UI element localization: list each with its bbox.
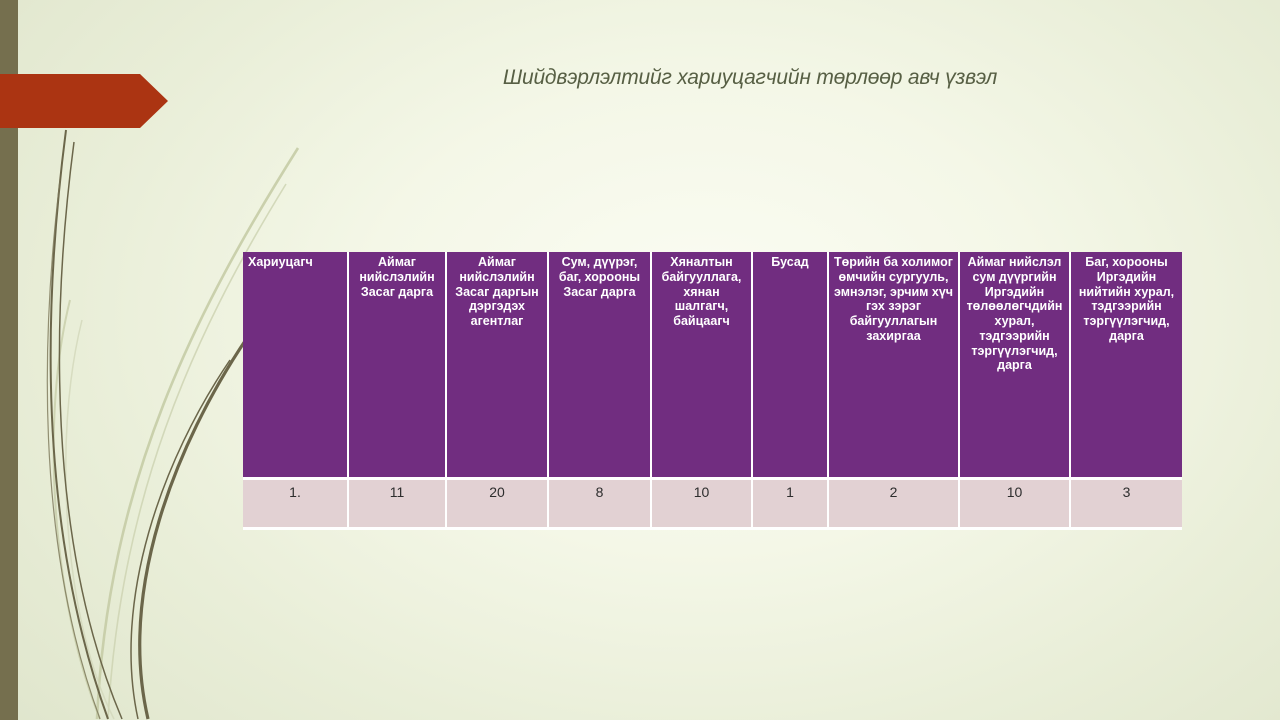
- table-cell: 11: [349, 480, 445, 527]
- table-header-cell: Хариуцагч: [243, 252, 347, 477]
- table-cell: 10: [652, 480, 751, 527]
- table-header-cell: Хяналтын байгууллага, хянан шалгагч, бай…: [652, 252, 751, 477]
- olive-sidebar-bar: [0, 0, 18, 720]
- table-cell: 10: [960, 480, 1069, 527]
- table-cell: 3: [1071, 480, 1182, 527]
- slide-title: Шийдвэрлэлтийг хариуцагчийн төрлөөр авч …: [502, 66, 998, 89]
- table-cell: 2: [829, 480, 958, 527]
- table-header-cell: Аймаг нийслэлийн Засаг даргын дэргэдэх а…: [447, 252, 547, 477]
- table-cell: 1.: [243, 480, 347, 527]
- table-header-cell: Бусад: [753, 252, 827, 477]
- table-header-cell: Төрийн ба холимог өмчийн сургууль, эмнэл…: [829, 252, 958, 477]
- table-header-cell: Аймаг нийслэл сум дүүргийн Иргэдийн төлө…: [960, 252, 1069, 477]
- table-header-cell: Баг, хорооны Иргэдийн нийтийн хурал, тэд…: [1071, 252, 1182, 477]
- table-header-cell: Сум, дүүрэг, баг, хорооны Засаг дарга: [549, 252, 650, 477]
- red-arrow-pennant-icon: [0, 74, 168, 128]
- responsible-types-table: Хариуцагч Аймаг нийслэлийн Засаг дарга А…: [243, 252, 1182, 530]
- table-cell: 1: [753, 480, 827, 527]
- table-cell: 8: [549, 480, 650, 527]
- table-header-cell: Аймаг нийслэлийн Засаг дарга: [349, 252, 445, 477]
- table-cell: 20: [447, 480, 547, 527]
